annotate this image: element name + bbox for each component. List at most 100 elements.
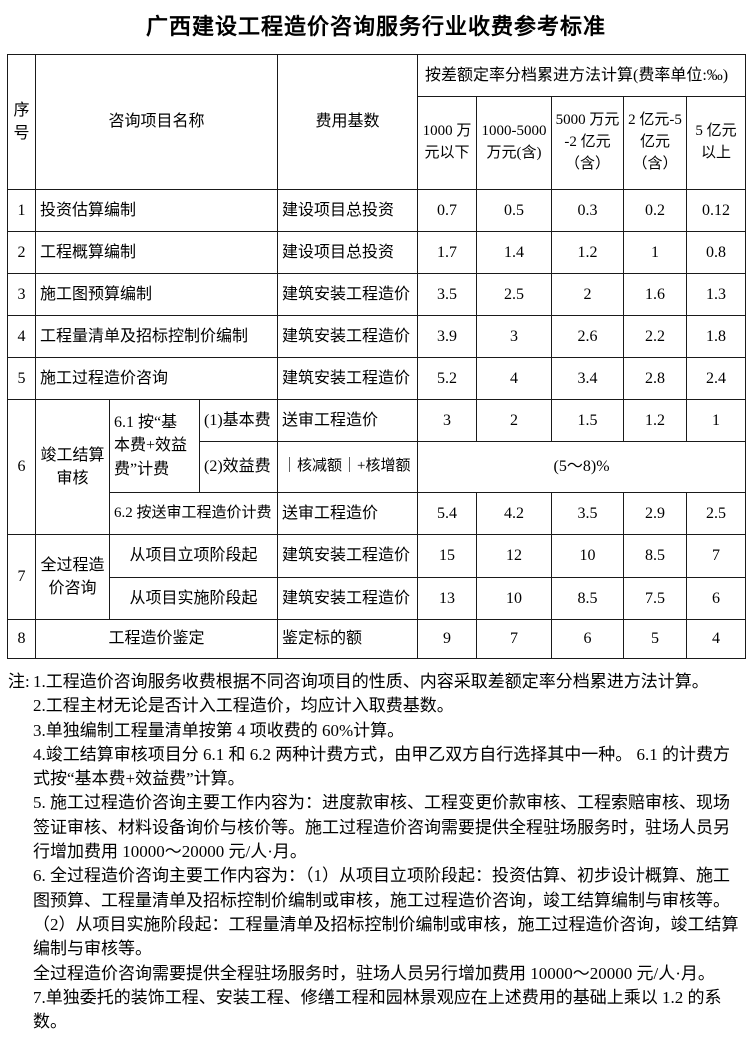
- note-item-7: 7.单独委托的装饰工程、安装工程、修缮工程和园林景观应在上述费用的基础上乘以 1…: [33, 987, 722, 1032]
- cell-fee-base: 建设项目总投资: [277, 231, 418, 274]
- cell-seq: 1: [7, 189, 36, 232]
- cell-seq: 8: [7, 619, 36, 659]
- cell-group-name: 竣工结算 审核: [35, 399, 110, 535]
- cell-rate: 12: [476, 534, 552, 578]
- cell-project-name: 工程概算编制: [35, 231, 278, 274]
- col-header-tier-4: 2 亿元-5 亿元 （含）: [623, 96, 687, 190]
- cell-fee-base: 建筑安装工程造价: [277, 273, 418, 316]
- cell-rate: 2.6: [551, 315, 624, 358]
- cell-rate: 2.5: [685, 492, 747, 535]
- cell-rate: 0.3: [551, 189, 624, 232]
- cell-basic-fee-label: (1)基本费: [199, 399, 278, 442]
- cell-rate: 2.4: [685, 357, 747, 400]
- cell-project-name: 工程量清单及招标控制价编制: [35, 315, 278, 358]
- cell-rate: 0.5: [476, 189, 552, 232]
- cell-rate: 1.5: [551, 399, 624, 442]
- table-row-5: 5 施工过程造价咨询 建筑安装工程造价 5.2 4 3.4 2.8 2.4: [7, 357, 747, 400]
- cell-rate: 5: [623, 619, 687, 659]
- cell-group-name: 全过程造 价咨询: [35, 534, 110, 620]
- cell-project-name: 施工图预算编制: [35, 273, 278, 316]
- cell-project-name: 投资估算编制: [35, 189, 278, 232]
- cell-stage-label: 从项目立项阶段起: [109, 534, 278, 578]
- cell-rate: 1.7: [417, 231, 477, 274]
- note-item-6: 6. 全过程造价咨询主要工作内容为：（1）从项目立项阶段起：投资估算、初步设计概…: [33, 866, 739, 983]
- cell-fee-base: ｜核减额｜+核增额: [277, 441, 418, 493]
- cell-fee-base: 建筑安装工程造价: [277, 357, 418, 400]
- cell-fee-base: 建筑安装工程造价: [277, 577, 418, 620]
- cell-fee-base: 建筑安装工程造价: [277, 534, 418, 578]
- cell-rate: 6: [685, 577, 747, 620]
- note-item-2: 2.工程主材无论是否计入工程造价，均应计入取费基数。: [33, 696, 454, 716]
- cell-rate: 1.6: [623, 273, 687, 316]
- cell-rate: 5.2: [417, 357, 477, 400]
- cell-rate: 3: [417, 399, 477, 442]
- cell-rate: 2.9: [623, 492, 687, 535]
- cell-rate: 1.3: [685, 273, 747, 316]
- table-row-6-method62: 6.2 按送审工程造价计费 送审工程造价 5.4 4.2 3.5 2.9 2.5: [8, 492, 747, 535]
- table-row-1: 1 投资估算编制 建设项目总投资 0.7 0.5 0.3 0.2 0.12: [7, 189, 747, 232]
- note-item-1: 1.工程造价咨询服务收费根据不同咨询项目的性质、内容采取差额定率分档累进方法计算…: [33, 672, 709, 691]
- cell-fee-base: 送审工程造价: [277, 399, 418, 442]
- cell-rate: 8.5: [551, 577, 624, 620]
- cell-rate: 1.2: [551, 231, 624, 274]
- cell-rate: 3.9: [417, 315, 477, 358]
- cell-benefit-fee-label: (2)效益费: [199, 441, 278, 493]
- cell-project-name: 工程造价鉴定: [35, 619, 278, 659]
- cell-fee-base: 送审工程造价: [277, 492, 418, 535]
- cell-rate: 1: [685, 399, 747, 442]
- cell-rate: 1: [623, 231, 687, 274]
- table-row-6-basic: 6 竣工结算 审核 6.1 按“基 本费+效益 费”计费 (1)基本费 送审工程…: [7, 399, 747, 535]
- note-item-5: 5. 施工过程造价咨询主要工作内容为：进度款审核、工程变更价款审核、工程索赔审核…: [33, 793, 730, 862]
- header-row-group: 序 号 咨询项目名称 费用基数 按差额定率分档累进方法计算(费率单位:‰): [7, 54, 747, 190]
- cell-rate: 15: [417, 534, 477, 578]
- notes-section: 注: 1.工程造价咨询服务收费根据不同咨询项目的性质、内容采取差额定率分档累进方…: [8, 670, 744, 1034]
- col-header-seq: 序 号: [7, 54, 36, 190]
- cell-rate: 7: [685, 534, 747, 578]
- cell-fee-base: 鉴定标的额: [277, 619, 418, 659]
- cell-rate: 9: [417, 619, 477, 659]
- note-item-4: 4.竣工结算审核项目分 6.1 和 6.2 两种计费方式，由甲乙双方自行选择其中…: [33, 744, 730, 789]
- cell-rate: 3.5: [551, 492, 624, 535]
- cell-seq: 7: [7, 534, 36, 620]
- cell-rate: 7: [476, 619, 552, 659]
- cell-rate: 4: [476, 357, 552, 400]
- table-row-7-implementation: 从项目实施阶段起 建筑安装工程造价 13 10 8.5 7.5 6: [8, 577, 747, 620]
- cell-rate: 2.2: [623, 315, 687, 358]
- cell-seq: 6: [7, 399, 36, 535]
- cell-stage-label: 从项目实施阶段起: [109, 577, 278, 620]
- cell-rate: 10: [551, 534, 624, 578]
- cell-rate: 0.8: [685, 231, 747, 274]
- cell-rate: 10: [476, 577, 552, 620]
- cell-seq: 4: [7, 315, 36, 358]
- table-row-8: 8 工程造价鉴定 鉴定标的额 9 7 6 5 4: [7, 619, 747, 659]
- cell-rate: 0.12: [685, 189, 747, 232]
- col-header-tier-5: 5 亿元 以上: [685, 96, 747, 190]
- table-row-4: 4 工程量清单及招标控制价编制 建筑安装工程造价 3.9 3 2.6 2.2 1…: [7, 315, 747, 358]
- header-row-tiers: 1000 万 元以下 1000-5000 万元(含) 5000 万元 -2 亿元…: [8, 96, 747, 190]
- cell-rate: 2.8: [623, 357, 687, 400]
- col-header-project: 咨询项目名称: [35, 54, 278, 190]
- cell-rate: 2: [476, 399, 552, 442]
- cell-rate: 13: [417, 577, 477, 620]
- cell-seq: 3: [7, 273, 36, 316]
- cell-rate: 1.8: [685, 315, 747, 358]
- table-row-7-initiation: 7 全过程造 价咨询 从项目立项阶段起 建筑安装工程造价 15 12 10 8.…: [7, 534, 747, 620]
- cell-project-name: 施工过程造价咨询: [35, 357, 278, 400]
- col-header-tier-3: 5000 万元 -2 亿元 （含）: [551, 96, 624, 190]
- cell-rate: 3.4: [551, 357, 624, 400]
- cell-benefit-rate: (5～8)%: [416, 441, 747, 493]
- col-header-tier-2: 1000-5000 万元(含): [476, 96, 552, 190]
- cell-rate: 4: [685, 619, 747, 659]
- note-item-3: 3.单独编制工程量清单按第 4 项收费的 60%计算。: [33, 720, 405, 740]
- col-header-base: 费用基数: [277, 54, 418, 190]
- cell-fee-base: 建设项目总投资: [277, 189, 418, 232]
- cell-rate: 1.4: [476, 231, 552, 274]
- cell-method-62: 6.2 按送审工程造价计费: [109, 492, 278, 535]
- cell-seq: 5: [7, 357, 36, 400]
- cell-fee-base: 建筑安装工程造价: [277, 315, 418, 358]
- cell-rate: 7.5: [623, 577, 687, 620]
- fee-standard-page: 广西建设工程造价咨询服务行业收费参考标准 序 号 咨询项目名称 费用基数 按差额…: [0, 9, 752, 1034]
- cell-rate: 2: [551, 273, 624, 316]
- col-header-tier-1: 1000 万 元以下: [417, 96, 477, 190]
- cell-rate: 5.4: [417, 492, 477, 535]
